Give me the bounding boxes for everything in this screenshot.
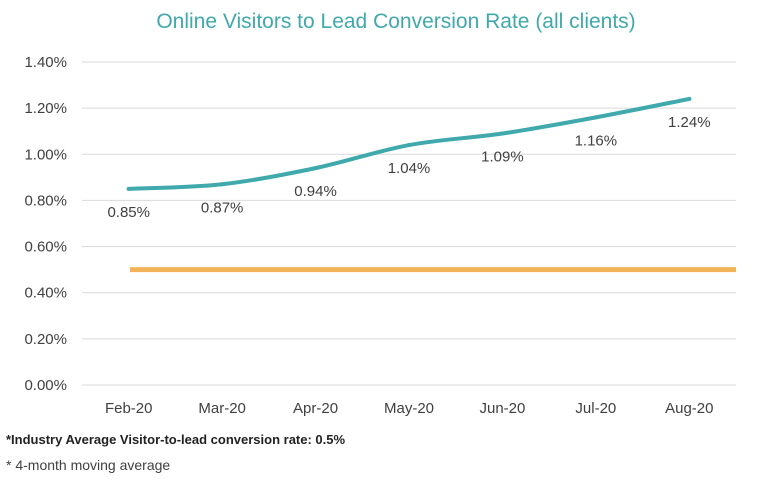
moving-average-note: * 4-month moving average (6, 457, 171, 473)
y-tick-label: 1.00% (24, 146, 67, 163)
x-tick-label: Aug-20 (665, 400, 713, 417)
gridlines (82, 61, 736, 386)
data-point (500, 131, 505, 136)
data-labels: 0.85% 0.87% 0.94% 1.04% 1.09% 1.16% 1.24% (107, 114, 710, 221)
data-label: 0.87% (201, 199, 244, 216)
data-label: 1.04% (388, 160, 431, 177)
x-tick-label: Jul-20 (575, 400, 616, 417)
data-points (126, 96, 692, 191)
y-tick-label: 0.40% (24, 285, 67, 302)
data-label: 1.09% (481, 149, 524, 166)
y-tick-label: 1.40% (24, 54, 67, 71)
x-tick-label: Mar-20 (198, 400, 246, 417)
data-point (407, 143, 411, 148)
data-point (593, 115, 598, 120)
x-tick-label: Feb-20 (105, 400, 153, 417)
x-tick-label: Apr-20 (293, 400, 338, 417)
data-label: 1.24% (668, 114, 711, 131)
industry-average-note: *Industry Average Visitor-to-lead conver… (6, 432, 346, 447)
data-label: 0.94% (294, 183, 337, 200)
data-point (126, 186, 131, 191)
y-tick-label: 1.20% (24, 100, 67, 117)
x-tick-label: May-20 (384, 400, 434, 417)
y-tick-label: 0.80% (24, 192, 67, 209)
data-point (220, 182, 225, 187)
data-point (313, 166, 318, 171)
data-label: 1.16% (575, 132, 618, 149)
y-tick-label: 0.60% (24, 239, 67, 256)
data-point (687, 96, 692, 101)
chart-title: Online Visitors to Lead Conversion Rate … (156, 10, 635, 33)
y-axis: 0.00% 0.20% 0.40% 0.60% 0.80% 1.00% 1.20% 1.40% (24, 54, 67, 394)
x-tick-label: Jun-20 (479, 400, 525, 417)
x-axis: Feb-20 Mar-20 Apr-20 May-20 Jun-20 Jul-20 Aug-… (105, 400, 714, 417)
data-label: 0.85% (107, 204, 150, 221)
y-tick-label: 0.20% (24, 331, 67, 348)
y-tick-label: 0.00% (24, 377, 67, 394)
